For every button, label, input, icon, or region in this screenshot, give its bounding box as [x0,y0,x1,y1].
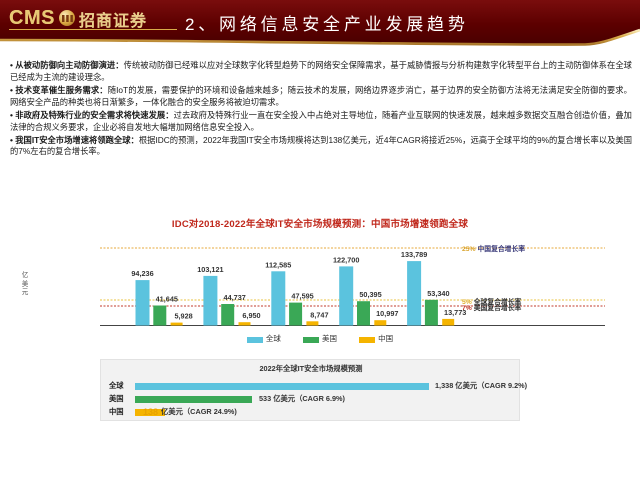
svg-text:5,928: 5,928 [174,312,192,321]
svg-text:103,121: 103,121 [197,265,223,274]
svg-text:44,737: 44,737 [224,293,246,302]
svg-text:53,340: 53,340 [427,289,449,298]
svg-text:10,997: 10,997 [376,309,398,318]
svg-text:133,789: 133,789 [401,250,427,259]
svg-text:112,585: 112,585 [265,260,291,269]
svg-text:41,645: 41,645 [156,295,178,304]
svg-text:122,700: 122,700 [333,255,359,264]
svg-text:47,595: 47,595 [291,292,313,301]
svg-text:94,236: 94,236 [131,269,153,278]
svg-text:8,747: 8,747 [310,310,328,319]
svg-text:6,950: 6,950 [242,311,260,320]
svg-text:50,395: 50,395 [359,290,381,299]
